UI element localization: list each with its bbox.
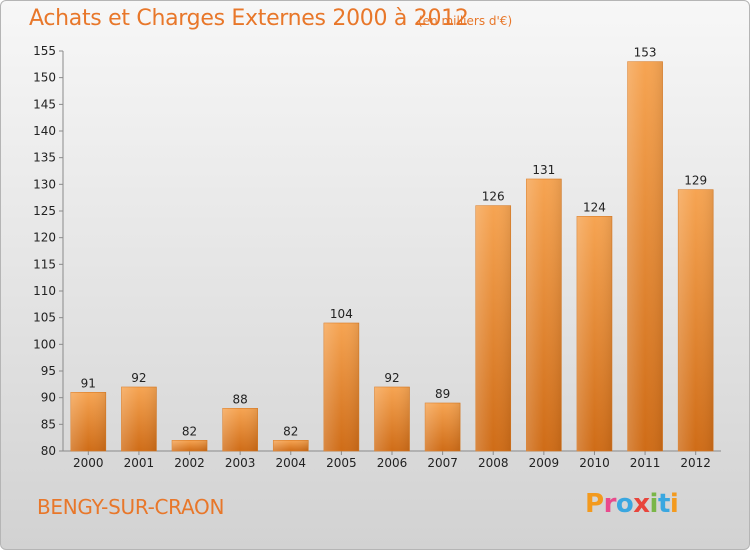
y-tick-label: 155 bbox=[33, 44, 56, 58]
logo-letter: o bbox=[615, 489, 634, 519]
bar-value-label: 131 bbox=[532, 163, 555, 177]
y-tick-label: 115 bbox=[33, 257, 56, 271]
bar-highlight bbox=[475, 205, 511, 451]
bar-highlight bbox=[627, 61, 663, 452]
bar-value-label: 126 bbox=[482, 190, 505, 204]
x-tick-label: 2007 bbox=[427, 456, 458, 470]
logo-letter: i bbox=[649, 489, 659, 519]
x-tick-label: 2012 bbox=[680, 456, 711, 470]
y-tick-label: 95 bbox=[41, 364, 56, 378]
logo-letter: r bbox=[603, 489, 617, 519]
y-tick-label: 105 bbox=[33, 311, 56, 325]
bar-highlight bbox=[222, 408, 258, 451]
bar-value-label: 104 bbox=[330, 307, 353, 321]
x-tick-label: 2000 bbox=[73, 456, 104, 470]
bar-value-label: 124 bbox=[583, 200, 606, 214]
x-tick-label: 2009 bbox=[529, 456, 560, 470]
y-tick-label: 90 bbox=[41, 391, 56, 405]
bar-highlight bbox=[70, 392, 106, 451]
y-tick-label: 140 bbox=[33, 124, 56, 138]
x-tick-label: 2004 bbox=[275, 456, 306, 470]
y-tick-label: 135 bbox=[33, 151, 56, 165]
chart-title: Achats et Charges Externes 2000 à 2012 bbox=[29, 6, 469, 31]
bar-highlight bbox=[121, 387, 157, 451]
y-tick-label: 120 bbox=[33, 231, 56, 245]
y-tick-label: 85 bbox=[41, 417, 56, 431]
x-tick-label: 2002 bbox=[174, 456, 205, 470]
bar-value-label: 129 bbox=[684, 174, 707, 188]
x-tick-label: 2005 bbox=[326, 456, 357, 470]
logo-letter: i bbox=[669, 489, 679, 519]
bar-value-label: 153 bbox=[634, 46, 657, 60]
y-tick-label: 100 bbox=[33, 337, 56, 351]
commune-name: BENGY-SUR-CRAON bbox=[37, 495, 225, 519]
bar-value-label: 82 bbox=[182, 424, 197, 438]
proxiti-logo: Proxiti bbox=[585, 489, 679, 519]
bar-highlight bbox=[425, 403, 461, 451]
bar-highlight bbox=[374, 387, 410, 451]
bar-value-label: 92 bbox=[131, 371, 146, 385]
x-tick-label: 2010 bbox=[579, 456, 610, 470]
y-tick-label: 80 bbox=[41, 444, 56, 458]
y-tick-label: 125 bbox=[33, 204, 56, 218]
logo-letter: t bbox=[657, 489, 670, 519]
bar-value-label: 88 bbox=[233, 392, 248, 406]
bar-highlight bbox=[526, 179, 562, 451]
bar-value-label: 92 bbox=[384, 371, 399, 385]
bars: 91 92 82 88 82 104 92 89 126 131 124 153 129 bbox=[70, 46, 714, 452]
y-tick-label: 150 bbox=[33, 71, 56, 85]
x-tick-label: 2008 bbox=[478, 456, 509, 470]
y-tick-label: 145 bbox=[33, 97, 56, 111]
chart-unit: (en milliers d'€) bbox=[418, 14, 513, 28]
axes: 80 85 90 95 100 105 110 115 120 125 130 135 140 145 15… bbox=[33, 44, 721, 470]
bar-value-label: 89 bbox=[435, 387, 450, 401]
logo-letter: x bbox=[633, 489, 650, 519]
bar-value-label: 91 bbox=[81, 376, 96, 390]
logo-letter: P bbox=[585, 489, 604, 519]
bar-highlight bbox=[172, 440, 208, 451]
x-tick-label: 2006 bbox=[377, 456, 408, 470]
bar-highlight bbox=[273, 440, 309, 451]
bar-value-label: 82 bbox=[283, 424, 298, 438]
bar-highlight bbox=[576, 216, 612, 451]
x-tick-label: 2003 bbox=[225, 456, 256, 470]
x-tick-label: 2011 bbox=[630, 456, 661, 470]
bar-highlight bbox=[678, 189, 714, 451]
y-tick-label: 130 bbox=[33, 177, 56, 191]
x-tick-label: 2001 bbox=[124, 456, 155, 470]
y-tick-label: 110 bbox=[33, 284, 56, 298]
bar-highlight bbox=[323, 323, 359, 451]
